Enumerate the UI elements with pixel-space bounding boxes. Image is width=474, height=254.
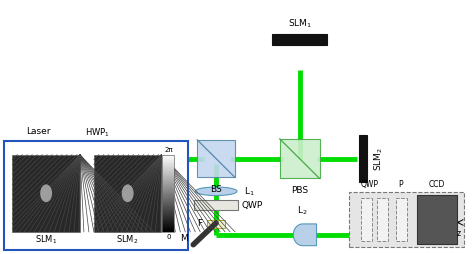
- Bar: [11, 172, 66, 173]
- Bar: [11, 158, 66, 159]
- Bar: [194, 200, 238, 210]
- Text: QWP: QWP: [360, 180, 378, 189]
- Bar: [280, 139, 319, 178]
- Text: SLM$_2$: SLM$_2$: [372, 147, 385, 171]
- Text: CCD: CCD: [428, 180, 445, 189]
- Bar: [377, 198, 388, 241]
- Bar: [11, 175, 66, 177]
- Text: PBS: PBS: [291, 186, 308, 195]
- Text: L$_2$: L$_2$: [297, 204, 308, 217]
- Bar: [11, 148, 66, 149]
- Text: QWP: QWP: [242, 201, 263, 210]
- Bar: [11, 147, 66, 148]
- Ellipse shape: [63, 145, 69, 173]
- Bar: [11, 161, 66, 162]
- Bar: [11, 142, 66, 144]
- Ellipse shape: [122, 184, 134, 202]
- Text: P: P: [399, 180, 403, 189]
- Bar: [207, 220, 225, 228]
- Bar: [417, 195, 457, 244]
- Bar: [11, 154, 66, 155]
- Text: 0: 0: [166, 234, 171, 240]
- Bar: [11, 141, 66, 142]
- Bar: [361, 198, 372, 241]
- Bar: [197, 140, 235, 178]
- Text: L$_1$: L$_1$: [244, 185, 255, 198]
- Text: SLM$_2$: SLM$_2$: [117, 233, 139, 246]
- Text: HWP$_1$: HWP$_1$: [85, 126, 110, 139]
- Bar: [11, 173, 66, 175]
- Bar: [4, 141, 188, 250]
- Polygon shape: [144, 143, 167, 174]
- Bar: [12, 155, 80, 232]
- Polygon shape: [124, 145, 137, 172]
- Bar: [11, 155, 66, 156]
- Polygon shape: [293, 224, 317, 246]
- Text: SLM$_1$: SLM$_1$: [288, 18, 312, 30]
- Bar: [359, 135, 367, 182]
- Bar: [11, 141, 66, 177]
- Text: 2π: 2π: [164, 147, 173, 153]
- Text: Laser: Laser: [27, 127, 51, 136]
- Text: BS: BS: [210, 185, 222, 194]
- Bar: [94, 155, 162, 232]
- Bar: [11, 166, 66, 168]
- Polygon shape: [195, 187, 237, 196]
- Ellipse shape: [40, 184, 52, 202]
- Bar: [11, 144, 66, 145]
- Text: z: z: [456, 229, 461, 238]
- Bar: [11, 164, 66, 165]
- Text: F: F: [197, 219, 202, 228]
- Bar: [11, 168, 66, 169]
- Bar: [349, 192, 464, 247]
- Bar: [11, 149, 66, 151]
- Bar: [11, 171, 66, 172]
- Text: M: M: [181, 234, 188, 243]
- Bar: [11, 169, 66, 171]
- Text: SLM$_1$: SLM$_1$: [35, 233, 57, 246]
- Bar: [11, 165, 66, 166]
- Bar: [11, 152, 66, 154]
- Bar: [11, 162, 66, 164]
- Bar: [11, 145, 66, 147]
- Bar: [11, 159, 66, 161]
- Bar: [163, 155, 174, 232]
- Bar: [93, 142, 103, 176]
- Bar: [11, 151, 66, 152]
- Bar: [396, 198, 407, 241]
- Bar: [11, 156, 66, 158]
- Bar: [272, 34, 327, 45]
